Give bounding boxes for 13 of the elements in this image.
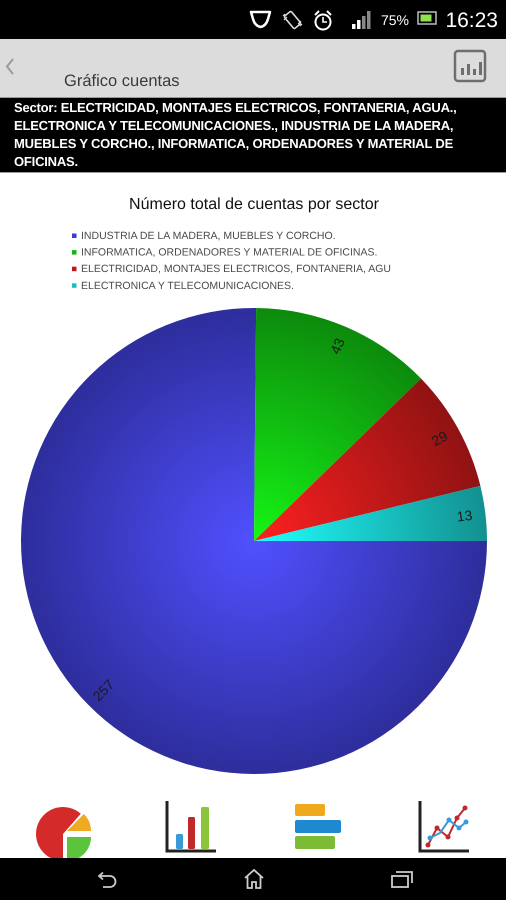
text: Sector: ELECTRICIDAD, MONTAJES ELECTRICOS, FONTANERIA, AGUA., ELECTRONICA Y TELECOMUNICACIONES., INDUSTRIA DE LA MADERA, MUEBLES Y CORCHO., INFORMATICA, ORDENADORES Y MATERIAL DE OFICINAS. <box>0 97 506 173</box>
chart-title: Número total de cuentas por sector <box>129 196 380 213</box>
data-label: 43 <box>326 336 348 356</box>
data-label: 257 <box>89 676 118 704</box>
legend-label: INFORMATICA, ORDENADORES Y MATERIAL DE OFICINAS. <box>81 246 378 259</box>
legend-label: INDUSTRIA DE LA MADERA, MUEBLES Y CORCHO. <box>81 230 336 242</box>
data-label: 13 <box>456 506 474 525</box>
legend-label: ELECTRICIDAD, MONTAJES ELECTRICOS, FONTANERIA, AGU <box>81 263 391 276</box>
text: 16:23 <box>445 9 498 32</box>
legend-label: ELECTRONICA Y TELECOMUNICACIONES. <box>81 280 294 292</box>
text: 75% <box>380 12 409 28</box>
text: Gráfico cuentas <box>64 72 180 90</box>
data-label: 29 <box>428 428 450 450</box>
